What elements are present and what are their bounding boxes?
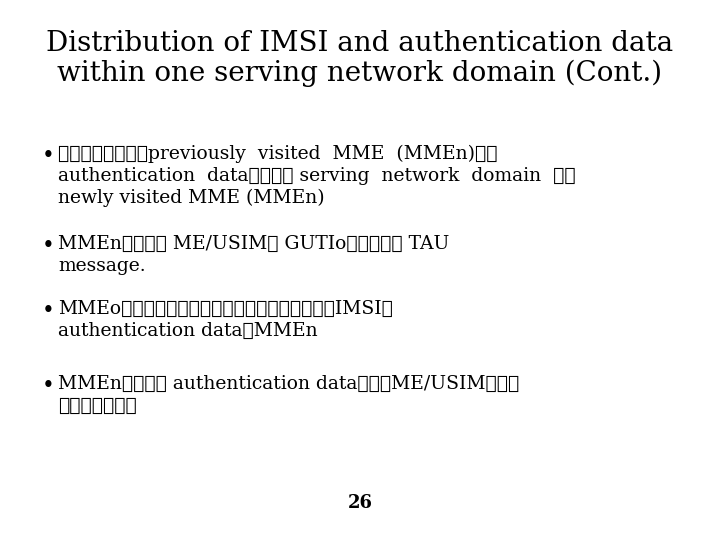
Text: authentication  data給同一個 serving  network  domain  下的: authentication data給同一個 serving network … [58,167,575,185]
Text: MMEn首先傳送 ME/USIM的 GUTIo與所收到的 TAU: MMEn首先傳送 ME/USIM的 GUTIo與所收到的 TAU [58,235,449,253]
Text: •: • [42,375,55,397]
Text: •: • [42,300,55,322]
Text: •: • [42,235,55,257]
Text: MMEn即可使用 authentication data後續與ME/USIM做身份: MMEn即可使用 authentication data後續與ME/USIM做身… [58,375,519,393]
Text: 認證與金鑰協定: 認證與金鑰協定 [58,397,137,415]
Text: within one serving network domain (Cont.): within one serving network domain (Cont.… [58,60,662,87]
Text: authentication data給MMEn: authentication data給MMEn [58,322,318,340]
Text: •: • [42,145,55,167]
Text: 26: 26 [348,494,372,512]
Text: MMEo由資料庫搜尋使用者的資訊，並回傳對應的IMSI與: MMEo由資料庫搜尋使用者的資訊，並回傳對應的IMSI與 [58,300,393,318]
Text: newly visited MME (MMEn): newly visited MME (MMEn) [58,189,325,207]
Text: Distribution of IMSI and authentication data: Distribution of IMSI and authentication … [46,30,674,57]
Text: 此程序的目的在讓previously  visited  MME  (MMEn)提供: 此程序的目的在讓previously visited MME (MMEn)提供 [58,145,498,163]
Text: message.: message. [58,257,145,275]
